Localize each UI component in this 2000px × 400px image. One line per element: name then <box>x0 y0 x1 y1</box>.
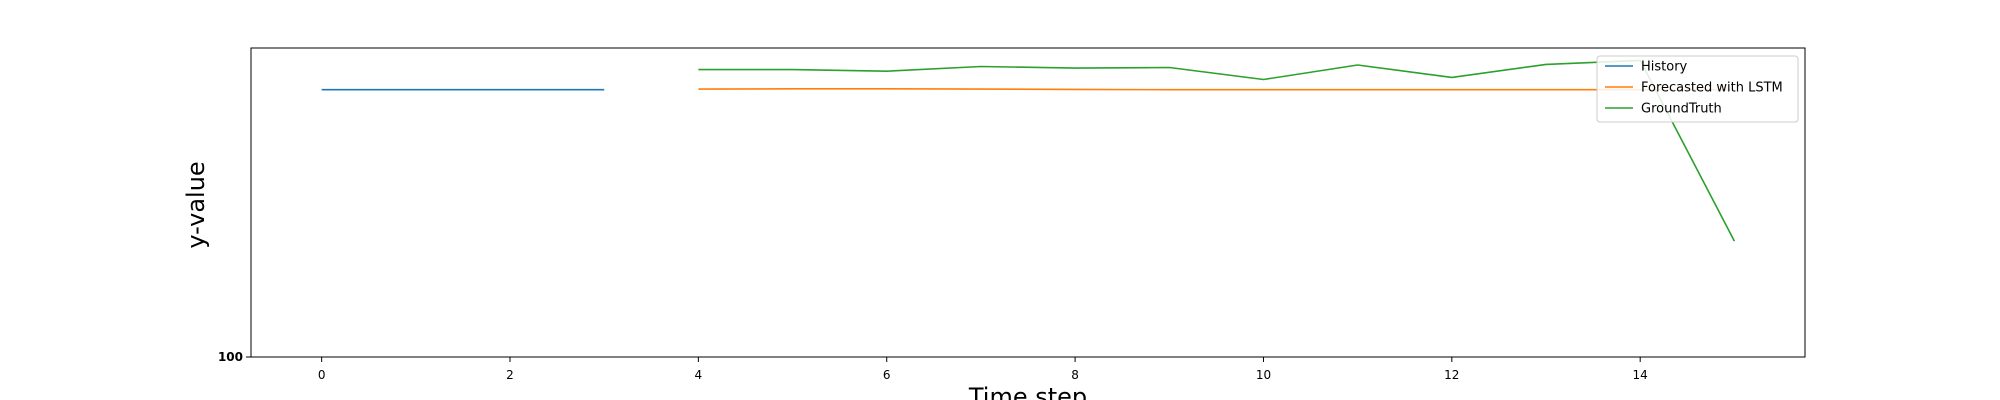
x-tick-label: 8 <box>1071 368 1079 382</box>
x-tick-label: 2 <box>506 368 514 382</box>
x-tick-label: 14 <box>1633 368 1648 382</box>
x-tick-label: 10 <box>1256 368 1271 382</box>
x-tick-label: 6 <box>883 368 891 382</box>
legend-box <box>1596 55 1799 123</box>
legend: History Forecasted with LSTM GroundTruth <box>1596 55 1799 123</box>
legend-label: Forecasted with LSTM <box>1641 81 1783 96</box>
legend-label: History <box>1641 60 1688 75</box>
x-axis-label: Time step <box>968 383 1087 400</box>
x-axis: 0 2 4 6 8 10 12 14 <box>318 357 1648 382</box>
y-axis-label: y-value <box>182 161 210 248</box>
series-line-1 <box>698 88 1735 91</box>
series-line-2 <box>698 59 1736 242</box>
x-tick-label: 12 <box>1444 368 1459 382</box>
x-tick-label: 4 <box>695 368 703 382</box>
x-tick-label: 0 <box>318 368 326 382</box>
plot-area <box>250 47 1806 358</box>
legend-label: GroundTruth <box>1641 102 1722 117</box>
y-axis: 100 <box>218 350 251 364</box>
y-tick-label: 100 <box>218 350 243 364</box>
series-lines <box>321 59 1736 242</box>
